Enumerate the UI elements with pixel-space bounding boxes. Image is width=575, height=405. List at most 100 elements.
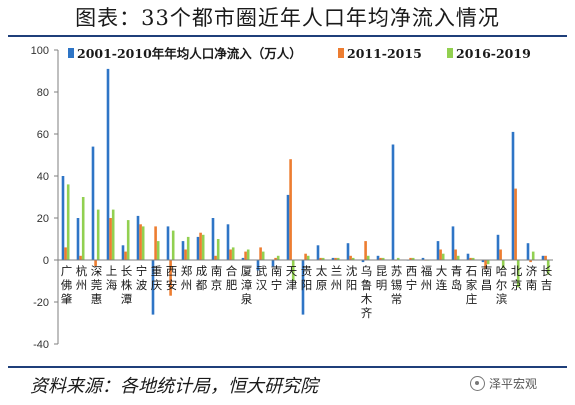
bar [169,260,172,296]
bar [501,260,505,269]
bar [531,251,535,260]
bar [214,255,217,260]
bar [201,234,205,260]
bar [259,247,262,260]
bar [229,249,232,260]
legend-swatch [447,48,453,58]
bar [76,218,80,260]
bar [349,255,352,260]
x-tick-label: 大连 [436,264,448,292]
bar [546,260,550,275]
legend-swatch [338,48,344,58]
bar [171,230,175,260]
y-tick-label: 0 [43,255,49,267]
source-rule [8,366,567,368]
bar [124,251,127,260]
bar [334,257,337,260]
x-tick-label: 合肥 [226,264,238,292]
bar [361,260,365,263]
bar [261,251,265,260]
legend-label: 2016-2019 [456,46,531,61]
bar [246,249,250,260]
bar [274,257,277,260]
bar [186,236,190,260]
bar [351,257,355,260]
bar [141,226,145,260]
x-tick-label: 苏锡常 [391,264,403,306]
x-tick-label: 南昌 [481,264,493,292]
bar [469,257,472,260]
x-tick-label: 天津 [286,264,298,292]
x-tick-label: 南京 [211,264,223,292]
x-tick-label: 石家庄 [466,264,478,306]
bar [289,159,292,260]
bar [216,239,220,260]
bar [511,131,515,260]
bar [154,226,157,260]
y-tick-label: -20 [33,297,49,309]
x-tick-label: 西宁 [406,264,418,292]
bar [181,241,185,260]
bar [331,257,335,260]
y-tick-label: 60 [37,129,49,141]
y-tick-label: 80 [37,87,49,99]
x-tick-label: 兰州 [331,264,343,292]
x-tick-label: 厦漳泉 [241,264,253,306]
x-tick-label: 宁波 [136,264,148,292]
bar [421,257,425,260]
bar [364,241,367,260]
bar [111,209,115,260]
bar [454,249,457,260]
y-tick-label: 40 [37,171,49,183]
bar [396,257,400,260]
x-tick-label: 哈尔滨 [496,264,508,306]
x-tick-label: 南宁 [271,264,283,292]
x-tick-label: 青岛 [451,264,463,292]
title-rule [8,35,567,37]
x-tick-label: 贵阳 [301,264,313,292]
bar [484,260,487,269]
bar [304,253,307,260]
bar [439,249,442,260]
bar [516,260,520,288]
bar [471,257,475,260]
x-tick-label: 福州 [421,264,433,292]
x-tick-label: 成都 [196,264,208,292]
bar [541,255,545,260]
bar [244,251,247,260]
bar [301,260,305,315]
bar [291,260,295,281]
bar [411,257,415,260]
bar-chart: -40 -20 0 20 40 60 80 100 广佛肇杭州深莞惠上海长株潭宁波重庆西安郑州成… [31,45,553,351]
legend-label: 2011-2015 [347,46,422,61]
x-tick-label: 杭州 [76,264,88,292]
bar [66,184,70,260]
bar [514,188,517,260]
bar [346,243,350,260]
watermark-text: 泽平宏观 [489,377,538,391]
x-tick-label: 西安 [166,264,178,292]
bar [126,220,130,260]
x-tick-label: 长株潭 [121,264,133,306]
bar [286,194,290,260]
bar [496,234,500,260]
bar [231,247,235,260]
bar [336,257,340,260]
bar [199,232,202,260]
bar [529,260,532,263]
bar [94,260,97,267]
x-tick-label: 郑州 [181,264,193,292]
bar [544,255,547,260]
bar [436,241,440,260]
bar [81,197,85,260]
source-note: 资料来源：各地统计局，恒大研究院 [30,376,318,397]
bar [366,255,370,260]
y-tick-label: 20 [37,213,49,225]
bar [486,260,490,265]
x-tick-label: 武汉 [256,264,268,292]
bar [441,253,445,260]
bar [106,68,110,261]
bar [136,215,140,260]
bar [211,218,215,260]
bar [151,260,155,315]
